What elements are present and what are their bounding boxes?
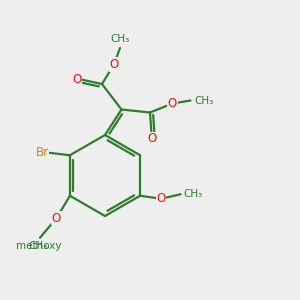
Text: O: O	[72, 73, 81, 86]
Text: CH₃: CH₃	[194, 95, 213, 106]
Text: CH₃: CH₃	[28, 241, 47, 251]
Text: O: O	[52, 212, 61, 225]
Text: O: O	[156, 192, 166, 205]
Text: O: O	[110, 58, 118, 71]
Text: methoxy: methoxy	[38, 239, 45, 240]
Text: CH₃: CH₃	[110, 34, 130, 44]
Text: CH₃: CH₃	[183, 189, 202, 199]
Text: Br: Br	[35, 146, 49, 159]
Text: O: O	[147, 132, 156, 145]
Text: methoxy: methoxy	[16, 241, 61, 251]
Text: O: O	[168, 97, 177, 110]
